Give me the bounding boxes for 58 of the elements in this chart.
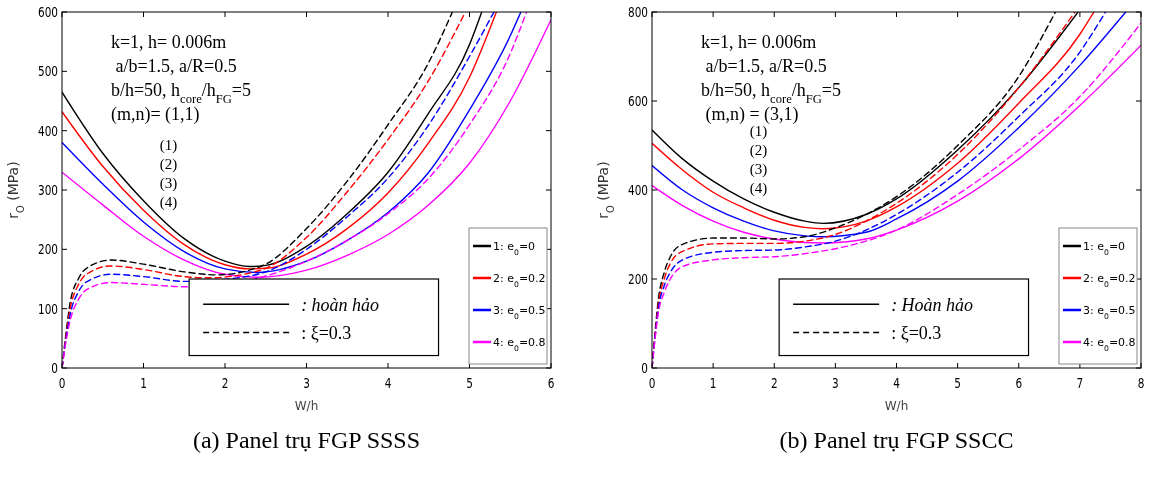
annotation: (1): [749, 122, 768, 140]
annotation: (m,n) = (3,1): [700, 104, 799, 125]
x-tick-label: 6: [1015, 375, 1023, 392]
annotation: : ξ=0.3: [891, 322, 942, 343]
y-tick-label: 0: [51, 360, 59, 377]
annotation: b/h=50, h$_{core}$/h$_{FG}$=5: [700, 80, 842, 106]
text: (b) Panel trụ FGP SSCC: [779, 427, 1014, 453]
legend-label: 3: e$_{0}$=0.5: [493, 303, 546, 321]
y-tick-label: 400: [37, 123, 59, 139]
x-tick-label: 7: [1076, 375, 1084, 392]
annotation: (2): [749, 141, 768, 159]
x-tick-label: 2: [221, 375, 229, 392]
annotation: a/b=1.5, a/R=0.5: [700, 56, 827, 76]
x-axis-title: W/h: [294, 399, 319, 413]
annotation: (2): [159, 156, 178, 174]
y-tick-label: 200: [627, 271, 649, 288]
annotation: b/h=50, h$_{core}$/h$_{FG}$=5: [110, 80, 252, 106]
annotation: (m,n)= (1,1): [110, 104, 200, 125]
annotation: : hoàn hảo: [301, 294, 380, 315]
x-tick-label: 4: [893, 375, 900, 392]
x-tick-label: 1: [140, 375, 147, 392]
annotation: : Hoàn hảo: [891, 294, 974, 315]
legend-label: 2: e$_{0}$=0.2: [1083, 271, 1136, 289]
annotation: k=1, h= 0.006m: [110, 32, 227, 52]
y-tick-label: 800: [627, 4, 649, 21]
y-tick-label: 300: [37, 182, 59, 199]
legend-label: 1: e$_{0}$=0: [1083, 239, 1126, 257]
x-tick-label: 4: [384, 375, 392, 392]
y-tick-label: 600: [37, 4, 59, 21]
x-tick-label: 3: [832, 375, 839, 392]
x-tick-label: 8: [1137, 375, 1145, 392]
legend-label: 1: e$_{0}$=0: [493, 239, 536, 257]
annotation: a/b=1.5, a/R=0.5: [110, 56, 237, 76]
legend-label: 4: e$_{0}$=0.8: [493, 335, 546, 353]
y-tick-label: 400: [627, 182, 649, 199]
annotation: k=1, h= 0.006m: [700, 32, 817, 52]
annotation: (4): [159, 194, 178, 212]
legend-label: 3: e$_{0}$=0.5: [1083, 303, 1136, 321]
x-tick-label: 5: [466, 375, 473, 392]
x-tick-label: 6: [547, 375, 555, 392]
y-tick-label: 200: [37, 241, 59, 258]
x-axis-title: W/h: [884, 399, 909, 413]
annotation: : ξ=0.3: [301, 322, 352, 343]
text: (a) Panel trụ FGP SSSS: [192, 427, 421, 453]
annotation: (4): [749, 179, 768, 197]
y-tick-label: 600: [627, 93, 649, 110]
y-tick-label: 0: [641, 360, 649, 377]
x-tick-label: 5: [954, 375, 961, 392]
x-tick-label: 3: [303, 375, 310, 392]
x-tick-label: 1: [709, 375, 717, 392]
legend-label: 4: e$_{0}$=0.8: [1083, 335, 1136, 353]
x-tick-label: 2: [770, 375, 778, 392]
y-tick-label: 500: [37, 63, 59, 80]
y-tick-label: 100: [37, 301, 59, 317]
annotation: (3): [159, 175, 178, 193]
annotation: (3): [749, 160, 768, 178]
legend-label: 2: e$_{0}$=0.2: [493, 271, 546, 289]
annotation: (1): [159, 137, 178, 155]
